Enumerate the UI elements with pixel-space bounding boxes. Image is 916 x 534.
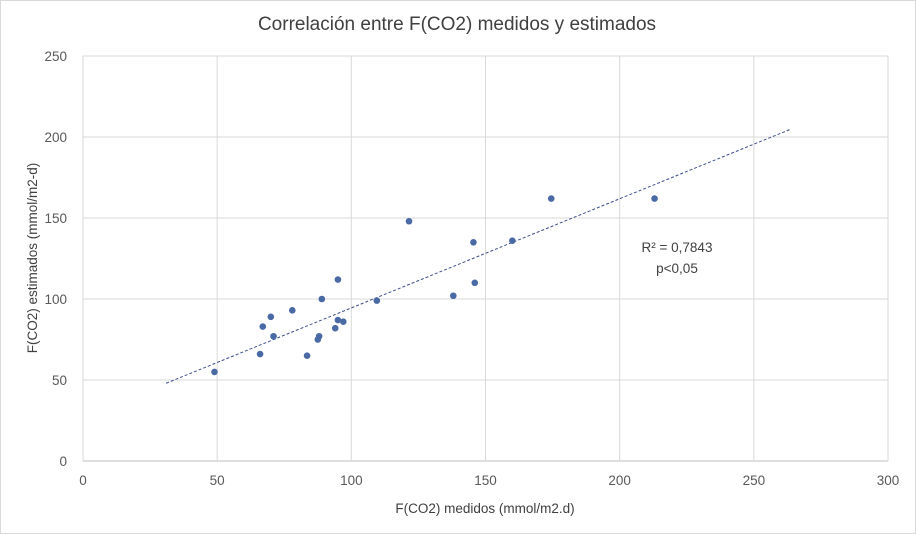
y-tick-label: 100 <box>44 292 67 307</box>
data-point <box>318 295 326 303</box>
data-point <box>256 350 264 358</box>
data-point <box>450 292 457 300</box>
data-point <box>270 332 277 340</box>
x-tick-label: 250 <box>743 473 766 488</box>
x-tick-label: 150 <box>474 473 497 488</box>
data-point <box>651 195 658 202</box>
data-point <box>267 313 275 321</box>
data-point <box>547 195 555 202</box>
data-point <box>509 237 516 244</box>
data-point <box>315 332 323 340</box>
trendline <box>165 128 792 384</box>
gridlines <box>82 55 889 462</box>
y-tick-label: 150 <box>44 211 67 226</box>
x-axis-label: F(CO2) medidos (mmol/m2.d) <box>395 501 574 516</box>
p-value-annotation: p<0,05 <box>656 261 698 276</box>
x-tick-label: 300 <box>877 473 900 488</box>
data-point <box>331 324 339 332</box>
chart-title: Correlación entre F(CO2) medidos y estim… <box>258 14 656 35</box>
y-tick-label: 200 <box>44 130 67 145</box>
y-tick-label: 0 <box>59 454 67 469</box>
data-point <box>470 239 477 246</box>
r-squared-annotation: R² = 0,7843 <box>642 240 713 255</box>
trendline-group <box>165 128 792 384</box>
tick-labels: 0 50 100 150 200 250 0 50 100 150 200 250 300 <box>44 49 899 488</box>
data-point <box>211 368 218 376</box>
data-point <box>373 297 381 304</box>
x-tick-label: 200 <box>608 473 631 488</box>
data-point <box>259 323 267 330</box>
data-point <box>303 352 311 360</box>
data-point <box>289 307 296 314</box>
data-point <box>334 276 342 283</box>
y-tick-label: 250 <box>44 49 67 64</box>
data-points <box>211 195 658 376</box>
x-tick-label: 100 <box>340 473 363 488</box>
x-tick-label: 0 <box>79 473 87 488</box>
x-tick-label: 50 <box>210 473 225 488</box>
data-point <box>334 316 342 324</box>
data-point <box>471 279 479 287</box>
data-point <box>339 318 347 325</box>
y-tick-label: 50 <box>52 373 67 388</box>
data-point <box>405 217 413 225</box>
y-axis-label: F(CO2) estimados (mmol/m2-d) <box>25 163 40 354</box>
